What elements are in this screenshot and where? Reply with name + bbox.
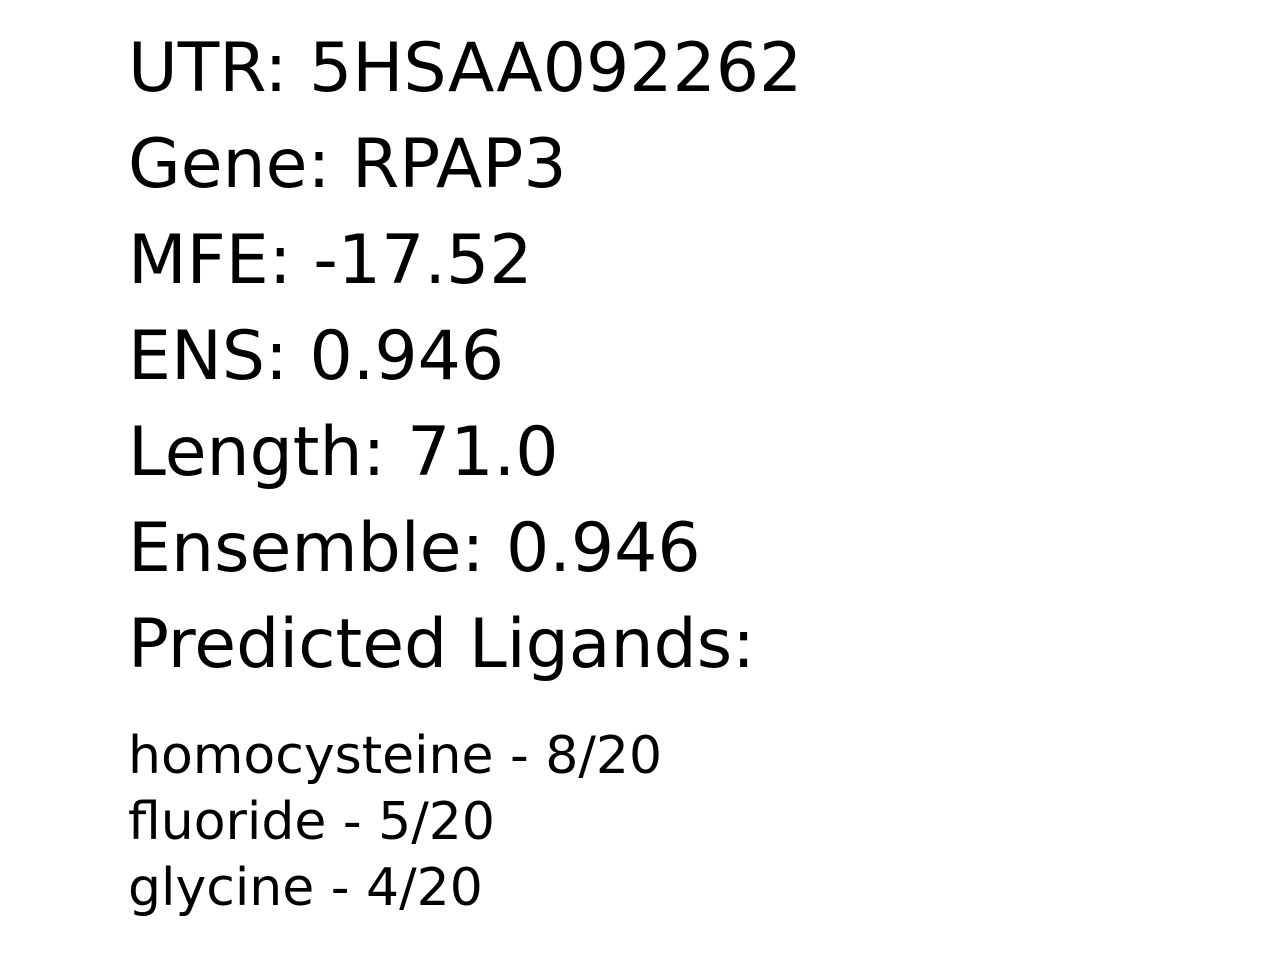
ligand-list: homocysteine - 8/20 fluoride - 5/20 glyc… (128, 723, 662, 921)
ligand-item: glycine - 4/20 (128, 858, 483, 918)
gene-line: Gene: RPAP3 (128, 125, 567, 204)
ens-line: ENS: 0.946 (128, 317, 505, 396)
length-line: Length: 71.0 (128, 413, 559, 492)
ensemble-line: Ensemble: 0.946 (128, 509, 701, 588)
ligand-item: fluoride - 5/20 (128, 792, 495, 852)
ligands-heading: Predicted Ligands: (128, 605, 756, 684)
mfe-line: MFE: -17.52 (128, 221, 533, 300)
ligand-item: homocysteine - 8/20 (128, 726, 663, 786)
utr-id-line: UTR: 5HSAA092262 (128, 29, 803, 108)
utr-info-panel: UTR: 5HSAA092262 Gene: RPAP3 MFE: -17.52… (128, 0, 1228, 960)
